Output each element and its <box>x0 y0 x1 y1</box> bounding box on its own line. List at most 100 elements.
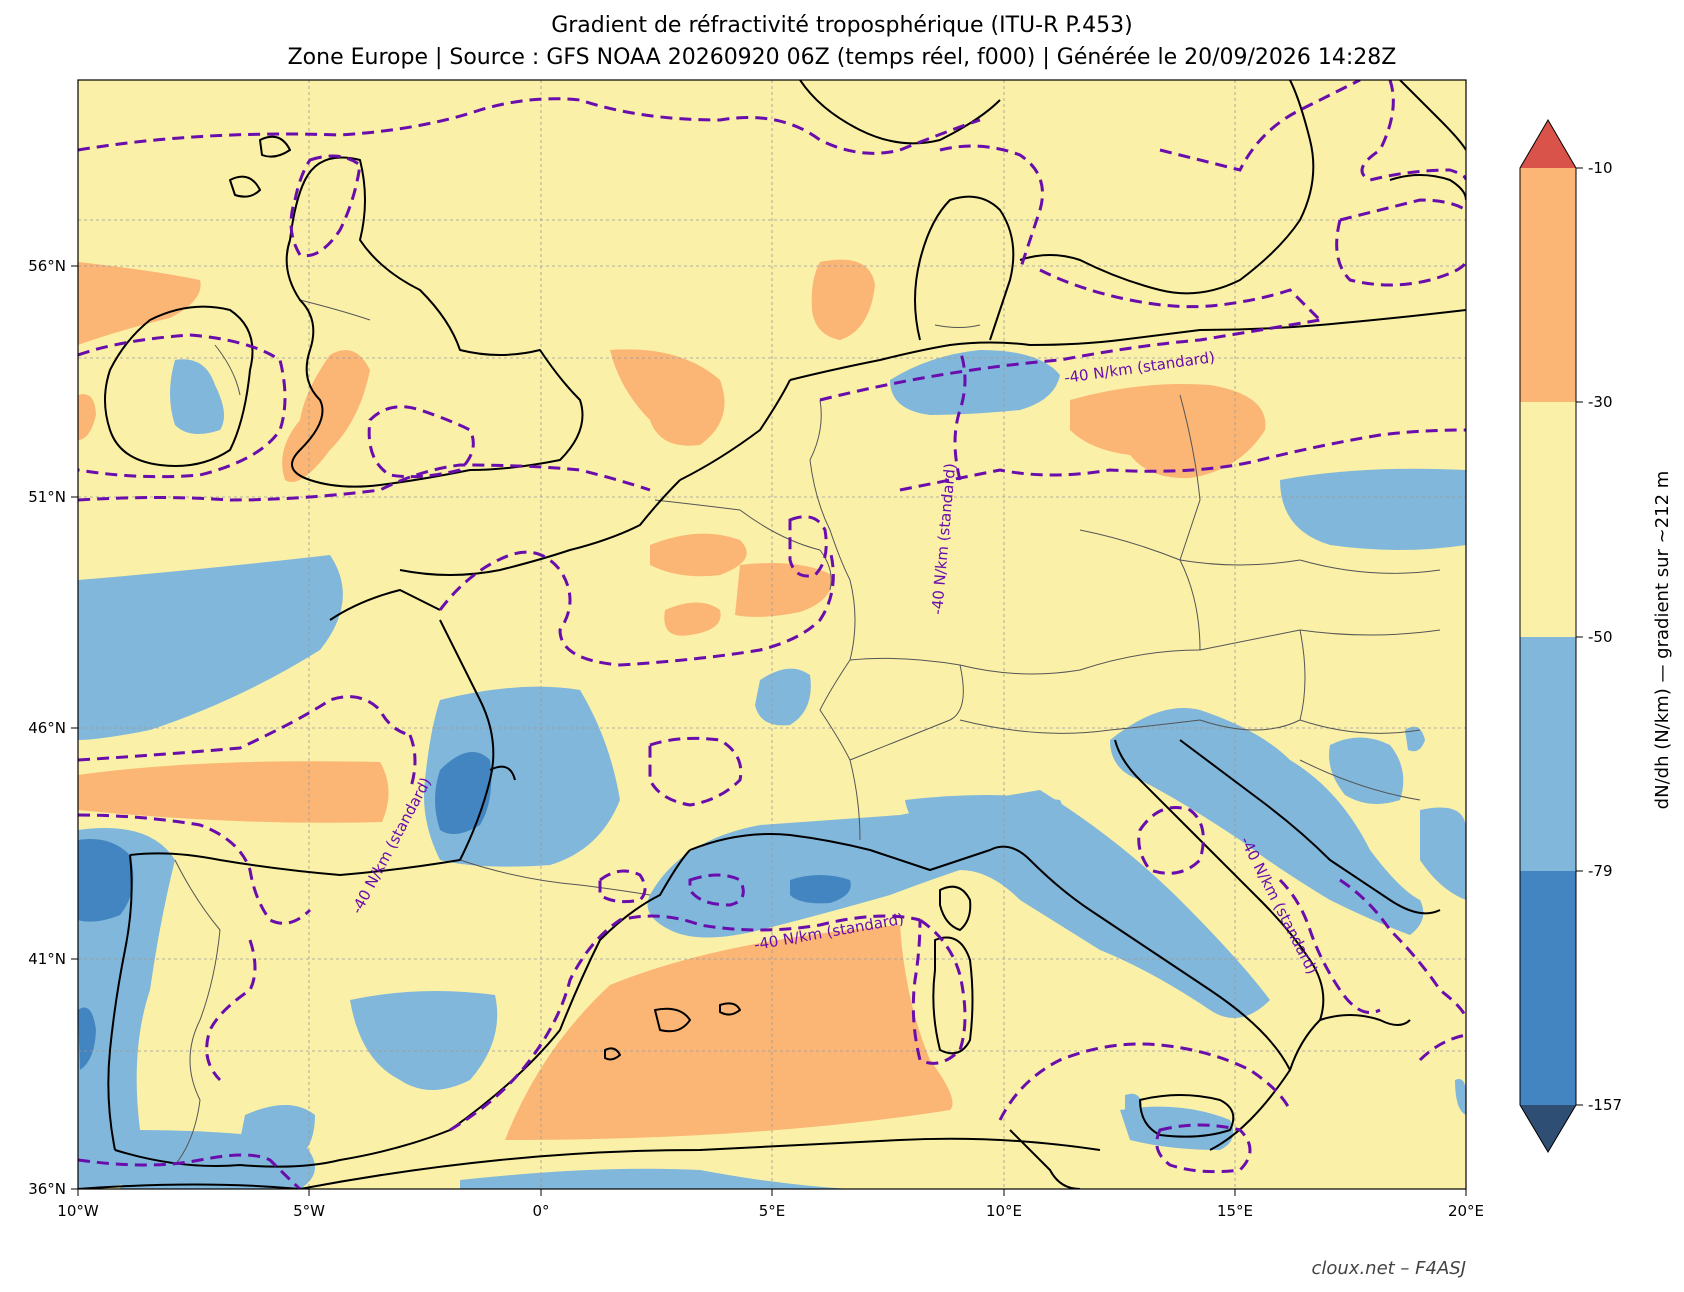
x-tick-label: 20°E <box>1448 1202 1484 1220</box>
contour-line-tyrrhenian <box>998 1042 1292 1121</box>
darkblue-zone-portugal <box>78 1007 96 1070</box>
coast-great-britain <box>285 156 584 488</box>
border-austria-hungary <box>1299 629 1306 721</box>
graticule <box>78 80 1466 1189</box>
border-bosnia <box>1299 759 1421 801</box>
border-ireland-uk <box>214 344 241 396</box>
border-switzerland-germany <box>849 657 961 666</box>
lightblue-zone-ireland <box>170 359 224 434</box>
orange-zones <box>78 259 1266 1140</box>
x-tick-label: 5°E <box>759 1202 786 1220</box>
border-denmark-germany <box>934 324 981 328</box>
contour-line-med-west <box>449 914 921 1132</box>
lightblue-zone-alps-west <box>755 668 811 726</box>
coast-brittany <box>329 589 441 621</box>
coast-south-france <box>689 833 991 871</box>
contour-line-iberia-south <box>205 939 257 1082</box>
colorbar-bin <box>1520 637 1576 871</box>
border-luxembourg <box>819 549 832 591</box>
coast-tunisia <box>1009 1129 1081 1189</box>
contour-line-iberia <box>78 813 312 925</box>
coast-mallorca <box>654 1007 691 1033</box>
coast-ligurian <box>989 845 1291 1151</box>
orange-zone-belgium <box>650 533 747 577</box>
contour-line-ireland <box>78 333 287 479</box>
contour-line-channel <box>78 463 651 502</box>
border-belgium-germany <box>809 459 851 581</box>
contour-line-england <box>367 405 475 479</box>
colorbar-tick-label: -79 <box>1588 862 1613 880</box>
lightblue-zone-slovenia <box>1405 726 1425 752</box>
contour-line-finland <box>1360 80 1466 182</box>
border-slovenia <box>1199 719 1301 731</box>
lightblue-zone-sicily-west <box>1125 1093 1142 1112</box>
lightblue-zone-adriatic <box>1110 708 1424 935</box>
contour-line-sweden <box>1159 80 1361 172</box>
orange-zone-west-ireland-small <box>78 394 96 440</box>
border-france-italy <box>849 759 861 841</box>
coast-finland <box>1399 80 1466 151</box>
border-france-belgium <box>654 499 821 551</box>
lightblue-zone-balkans <box>1329 737 1404 804</box>
lightblue-zone-med <box>647 790 1270 1018</box>
x-tick-label: 10°W <box>57 1202 99 1220</box>
border-slovakia-hungary <box>1299 629 1441 636</box>
coast-sweden-south <box>1019 80 1315 295</box>
contour-line-biscay-left <box>78 695 411 762</box>
colorbar-bin <box>1520 871 1576 1105</box>
coast-channel-france <box>399 479 681 576</box>
lightblue-zone-gulf-lion <box>905 795 1067 864</box>
orange-zone-north-sea <box>811 259 875 340</box>
colorbar-bin <box>1520 402 1576 637</box>
colorbar-extend-max <box>1520 120 1576 168</box>
contour-line-gulf-lion <box>688 873 745 907</box>
orange-zone-balearic <box>505 925 953 1140</box>
border-austria-italy <box>959 719 1201 734</box>
country-borders <box>174 299 1441 1166</box>
x-tick-label: 10°E <box>986 1202 1022 1220</box>
contour-line-pyrenees <box>598 869 647 904</box>
coast-scotland-islands <box>229 135 291 198</box>
coast-italy-heel <box>1319 1014 1411 1026</box>
lightblue-zone-morocco-coast <box>460 1168 850 1189</box>
colorbar-extend-min <box>1520 1105 1576 1152</box>
darkblue-zone-biscay <box>435 752 492 834</box>
contour-line-greece <box>1339 878 1466 1021</box>
colorbar-tick-label: -50 <box>1588 628 1613 646</box>
border-switzerland-italy <box>849 664 964 761</box>
contour-minus40 <box>78 80 1466 1189</box>
coast-germany-north <box>789 309 1466 381</box>
lightblue-zone-baltic-south <box>890 350 1060 415</box>
coast-gironde <box>489 765 516 781</box>
coast-portugal <box>107 854 133 1151</box>
contour-line-aegean <box>1418 1033 1466 1062</box>
colorbar-tick-label: -30 <box>1588 393 1613 411</box>
x-tick-label: 0° <box>532 1202 549 1220</box>
contour-line-estonia <box>1335 198 1466 287</box>
colorbar-bin <box>1520 168 1576 402</box>
coastlines <box>78 80 1466 1189</box>
x-tick-label: 5°W <box>293 1202 325 1220</box>
colorbar-label: dN/dh (N/km) — gradient sur ~212 m <box>1652 471 1673 810</box>
border-croatia-hungary <box>1299 719 1421 734</box>
border-germany-austria <box>959 649 1201 675</box>
lightblue-zone-castile <box>350 991 498 1090</box>
border-france-germany <box>849 579 856 661</box>
contour-line-italy-east <box>1278 878 1381 1014</box>
lightblue-zone-atlantic <box>78 555 343 740</box>
darkblue-zone-ligurian <box>790 875 851 904</box>
lightblue-zone-poland <box>1280 468 1466 550</box>
lightblue-zone-aegean <box>1420 807 1466 900</box>
lightblue-zone-greece-east <box>1455 1079 1466 1115</box>
darkblue-zone-galicia <box>78 839 134 922</box>
contour-line-sicily <box>1155 1123 1252 1174</box>
lightblue-zone-sicily <box>1120 1106 1234 1150</box>
border-france-switzerland <box>819 659 851 761</box>
coast-estonia <box>1389 174 1466 201</box>
coast-north-spain <box>129 852 461 876</box>
border-czech-poland <box>1179 559 1301 566</box>
map-plot-area: -40 N/km (standard) -40 N/km (standard) … <box>78 80 1466 1189</box>
contour-line-africa <box>78 1153 302 1189</box>
y-tick-label: 56°N <box>28 257 66 275</box>
border-france-spain <box>459 859 651 896</box>
